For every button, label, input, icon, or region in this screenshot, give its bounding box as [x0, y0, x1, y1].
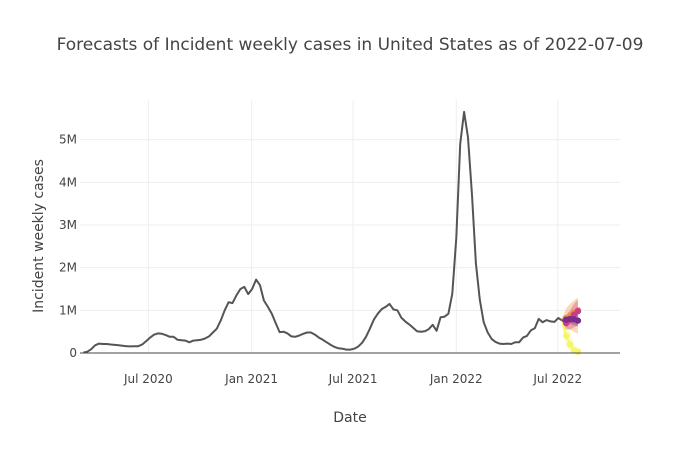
y-tick-label: 2M	[59, 261, 77, 275]
x-tick-label: Jul 2020	[123, 372, 173, 386]
observed-cases-line	[83, 110, 563, 354]
series-lines	[83, 110, 579, 354]
forecast-point	[574, 308, 582, 315]
y-axis-label: Incident weekly cases	[31, 159, 47, 313]
x-axis-label: Date	[333, 410, 366, 426]
y-tick-label: 0	[69, 346, 77, 360]
forecast-point	[574, 348, 582, 355]
forecast-point	[566, 341, 574, 348]
x-tick-label: Jan 2022	[429, 372, 483, 386]
grid-layer	[80, 100, 620, 353]
y-tick-label: 4M	[59, 175, 77, 189]
x-tick-label: Jul 2022	[532, 372, 582, 386]
x-ticks: Jul 2020 Jan 2021 Jul 2021 Jan 2022 Jul 2022	[123, 372, 582, 386]
y-tick-label: 1M	[59, 303, 77, 317]
forecast-point	[563, 332, 570, 340]
y-tick-label: 3M	[59, 218, 77, 232]
y-tick-label: 5M	[59, 133, 77, 147]
x-tick-label: Jan 2021	[224, 372, 278, 386]
x-tick-label: Jul 2021	[328, 372, 378, 386]
forecast-points	[563, 307, 582, 355]
chart-title: Forecasts of Incident weekly cases in Un…	[57, 35, 644, 55]
y-ticks: 0 1M 2M 3M 4M 5M	[59, 133, 77, 360]
forecast-point	[574, 317, 582, 324]
